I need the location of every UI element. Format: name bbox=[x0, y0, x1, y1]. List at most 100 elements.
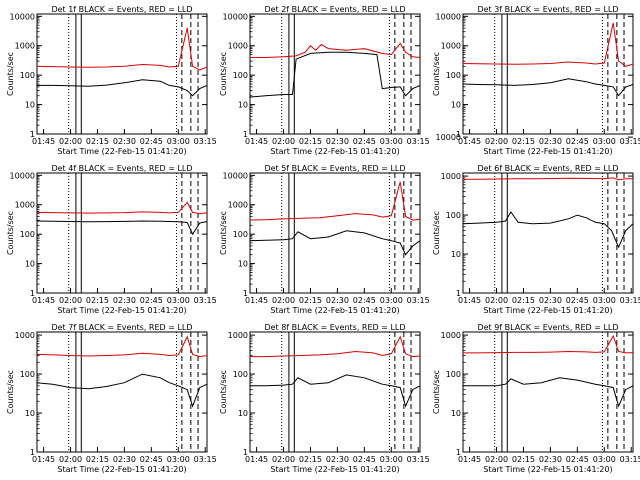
detector-panel-8: Det 8f BLACK = Events, RED = LLD Counts/s… bbox=[219, 323, 430, 474]
y-tick-label: 10000 bbox=[10, 12, 35, 21]
lld-series-line bbox=[36, 201, 208, 215]
x-tick-label: 01:45 bbox=[458, 296, 481, 305]
x-tick-label: 02:15 bbox=[86, 455, 109, 464]
lld-series-line bbox=[462, 177, 633, 181]
x-axis-label: Start Time (22-Feb-15 01:41:20) bbox=[483, 465, 612, 474]
panel-title: Det 7f BLACK = Events, RED = LLD bbox=[51, 323, 192, 332]
detector-panel-3: Det 3f BLACK = Events, RED = LLD Counts/s… bbox=[432, 5, 640, 156]
x-tick-label: 02:30 bbox=[326, 455, 349, 464]
x-tick-label: 02:15 bbox=[299, 137, 322, 146]
x-tick-label: 02:45 bbox=[353, 296, 376, 305]
y-tick-label: 10000 bbox=[436, 133, 461, 142]
y-axis-label: Counts/sec bbox=[219, 52, 228, 96]
x-tick-label: 02:30 bbox=[539, 455, 562, 464]
detector-panel-2: Det 2f BLACK = Events, RED = LLD Counts/s… bbox=[219, 5, 430, 156]
y-tick-label: 10000 bbox=[10, 171, 35, 180]
x-tick-label: 02:15 bbox=[86, 296, 109, 305]
x-tick-label: 03:15 bbox=[620, 296, 640, 305]
x-tick-label: 02:00 bbox=[272, 296, 295, 305]
detector-panel-7: Det 7f BLACK = Events, RED = LLD Counts/s… bbox=[6, 323, 217, 474]
x-tick-label: 02:15 bbox=[299, 296, 322, 305]
x-tick-label: 02:30 bbox=[326, 296, 349, 305]
y-tick-label: 1000 bbox=[15, 42, 35, 51]
detector-panel-1: Det 1f BLACK = Events, RED = LLD Counts/s… bbox=[6, 5, 217, 156]
x-tick-label: 02:00 bbox=[59, 296, 82, 305]
y-tick-label: 10 bbox=[25, 409, 35, 418]
x-tick-label: 01:45 bbox=[458, 455, 481, 464]
y-axis-label: Counts/sec bbox=[219, 370, 228, 414]
x-tick-label: 03:00 bbox=[167, 137, 190, 146]
panel-title: Det 3f BLACK = Events, RED = LLD bbox=[477, 5, 618, 14]
x-axis-label: Start Time (22-Feb-15 01:41:20) bbox=[270, 147, 399, 156]
x-tick-label: 03:00 bbox=[593, 137, 616, 146]
x-axis-label: Start Time (22-Feb-15 01:41:20) bbox=[483, 147, 612, 156]
x-axis-label: Start Time (22-Feb-15 01:41:20) bbox=[57, 306, 186, 315]
y-axis-label: Counts/sec bbox=[432, 52, 441, 96]
x-tick-label: 02:45 bbox=[353, 137, 376, 146]
y-tick-label: 100 bbox=[446, 370, 461, 379]
x-tick-label: 02:00 bbox=[485, 455, 508, 464]
y-tick-label: 100 bbox=[446, 71, 461, 80]
lld-series-line bbox=[249, 42, 421, 58]
x-tick-label: 01:45 bbox=[245, 137, 268, 146]
lld-series-line bbox=[462, 334, 634, 354]
lld-series-line bbox=[36, 335, 208, 358]
events-series-line bbox=[462, 377, 634, 408]
x-tick-label: 02:00 bbox=[59, 455, 82, 464]
y-tick-label: 100 bbox=[233, 370, 248, 379]
y-tick-label: 1000 bbox=[228, 42, 248, 51]
x-tick-label: 03:15 bbox=[620, 455, 640, 464]
x-tick-label: 02:15 bbox=[512, 455, 535, 464]
y-tick-label: 10 bbox=[238, 101, 248, 110]
y-tick-label: 1 bbox=[243, 448, 248, 457]
x-tick-label: 01:45 bbox=[32, 296, 55, 305]
x-tick-label: 03:00 bbox=[380, 455, 403, 464]
lld-series-line bbox=[36, 27, 208, 71]
x-axis-label: Start Time (22-Feb-15 01:41:20) bbox=[57, 465, 186, 474]
panel-title: Det 4f BLACK = Events, RED = LLD bbox=[51, 164, 192, 173]
plot-frame bbox=[36, 13, 208, 135]
y-tick-label: 1000 bbox=[441, 42, 461, 51]
x-tick-label: 02:30 bbox=[326, 137, 349, 146]
events-series-line bbox=[36, 373, 208, 408]
x-tick-label: 02:45 bbox=[140, 137, 163, 146]
panel-title: Det 6f BLACK = Events, RED = LLD bbox=[477, 164, 618, 173]
detector-panel-6: Det 6f BLACK = Events, RED = LLD Counts/s… bbox=[432, 133, 640, 315]
x-tick-label: 03:00 bbox=[593, 455, 616, 464]
x-tick-label: 02:45 bbox=[353, 455, 376, 464]
y-axis-label: Counts/sec bbox=[432, 370, 441, 414]
y-tick-label: 1000 bbox=[15, 201, 35, 210]
x-axis-label: Start Time (22-Feb-15 01:41:20) bbox=[57, 147, 186, 156]
x-tick-label: 02:00 bbox=[485, 137, 508, 146]
x-tick-label: 03:00 bbox=[167, 296, 190, 305]
y-tick-label: 100 bbox=[20, 370, 35, 379]
lld-series-line bbox=[249, 335, 421, 358]
y-tick-label: 1 bbox=[243, 289, 248, 298]
y-axis-label: Counts/sec bbox=[219, 211, 228, 255]
y-axis-label: Counts/sec bbox=[6, 211, 15, 255]
y-tick-label: 100 bbox=[20, 230, 35, 239]
x-tick-label: 02:15 bbox=[512, 296, 535, 305]
x-tick-label: 03:15 bbox=[194, 455, 217, 464]
x-tick-label: 02:15 bbox=[512, 137, 535, 146]
x-tick-label: 02:00 bbox=[272, 455, 295, 464]
x-tick-label: 01:45 bbox=[32, 455, 55, 464]
y-tick-label: 100 bbox=[446, 211, 461, 220]
y-tick-label: 10000 bbox=[223, 12, 248, 21]
y-axis-label: Counts/sec bbox=[6, 52, 15, 96]
y-tick-label: 1000 bbox=[228, 331, 248, 340]
x-tick-label: 02:15 bbox=[86, 137, 109, 146]
x-tick-label: 02:45 bbox=[566, 455, 589, 464]
events-series-line bbox=[249, 51, 421, 98]
x-tick-label: 03:00 bbox=[593, 296, 616, 305]
panel-title: Det 9f BLACK = Events, RED = LLD bbox=[477, 323, 618, 332]
x-tick-label: 02:30 bbox=[113, 137, 136, 146]
plot-frame bbox=[462, 13, 634, 135]
events-series-line bbox=[36, 79, 208, 97]
x-tick-label: 02:15 bbox=[299, 455, 322, 464]
y-tick-label: 10 bbox=[451, 409, 461, 418]
x-tick-label: 01:45 bbox=[458, 137, 481, 146]
panel-title: Det 2f BLACK = Events, RED = LLD bbox=[264, 5, 405, 14]
events-series-line bbox=[36, 220, 208, 236]
y-tick-label: 10 bbox=[238, 409, 248, 418]
